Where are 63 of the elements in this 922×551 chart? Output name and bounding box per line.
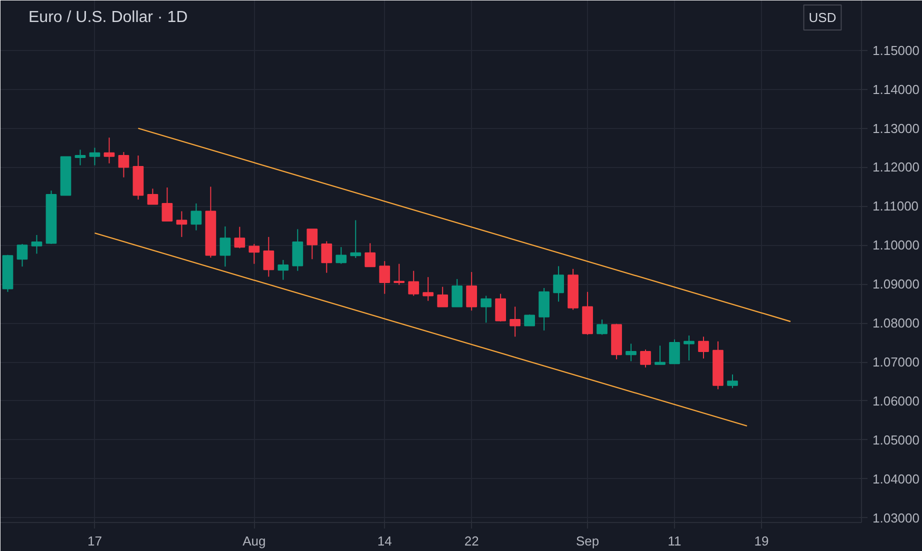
y-tick-label: 1.14000 [872,82,920,97]
candlestick [31,234,42,254]
candlestick [698,336,709,359]
candlestick [220,226,231,268]
candlestick [350,220,362,258]
candlestick [480,295,492,324]
candlestick [190,202,202,231]
candlestick [278,259,289,280]
y-tick-label: 1.10000 [872,238,920,253]
y-tick-label: 1.03000 [872,510,920,526]
candlestick [553,266,564,302]
y-tick-label: 1.04000 [872,471,920,486]
candlestick [640,349,651,368]
text: Euro / U.S. Dollar · 1D [28,9,188,26]
candlestick [437,286,448,308]
candlestick [669,338,680,364]
y-tick-label: 1.13000 [872,120,920,136]
candlestick [452,278,463,308]
candlestick [626,343,636,362]
candlestick [74,149,86,166]
y-tick-label: 1.08000 [872,316,920,331]
candlestick [89,147,100,166]
candlestick [379,260,390,294]
candlestick [118,152,130,178]
candlestick [466,272,478,312]
candlestick [248,243,260,264]
candlestick [16,243,28,268]
candlestick [510,306,520,338]
candlestick [684,335,694,361]
candlestick [336,246,347,264]
candlestick [408,270,420,296]
candlestick [321,240,332,274]
x-tick-label: 19 [754,534,769,548]
candlestick [147,188,158,205]
x-tick-label: 11 [668,534,682,548]
candlestick [422,276,434,302]
y-tick-label: 1.15000 [872,42,920,58]
x-tick-label: Aug [242,534,266,548]
candlestick [727,374,738,389]
y-tick-label: 1.07000 [872,354,920,370]
candlestick [263,236,274,278]
y-tick-label: 1.12000 [872,160,920,175]
y-tick-label: 1.09000 [872,276,920,292]
x-tick-label: 22 [464,534,479,548]
annotation: USD [808,10,836,25]
x-tick-label: 14 [377,534,392,548]
candlestick [364,242,376,268]
candlestick [162,186,173,222]
candlestick [394,263,405,286]
candlestick [292,228,304,272]
candlestick [306,228,318,260]
candlestick [654,345,666,365]
candlestick [176,210,188,238]
x-tick-label: 17 [87,534,102,548]
x-tick-label: Sep [576,534,600,548]
y-tick-label: 1.05000 [872,432,920,448]
candlestick [596,319,608,336]
candlestick [495,293,506,322]
y-tick-label: 1.11000 [872,198,919,214]
candlestick [104,137,115,164]
y-tick-label: 1.06000 [872,393,920,408]
candlestick [234,226,246,249]
candlestick [524,314,535,326]
